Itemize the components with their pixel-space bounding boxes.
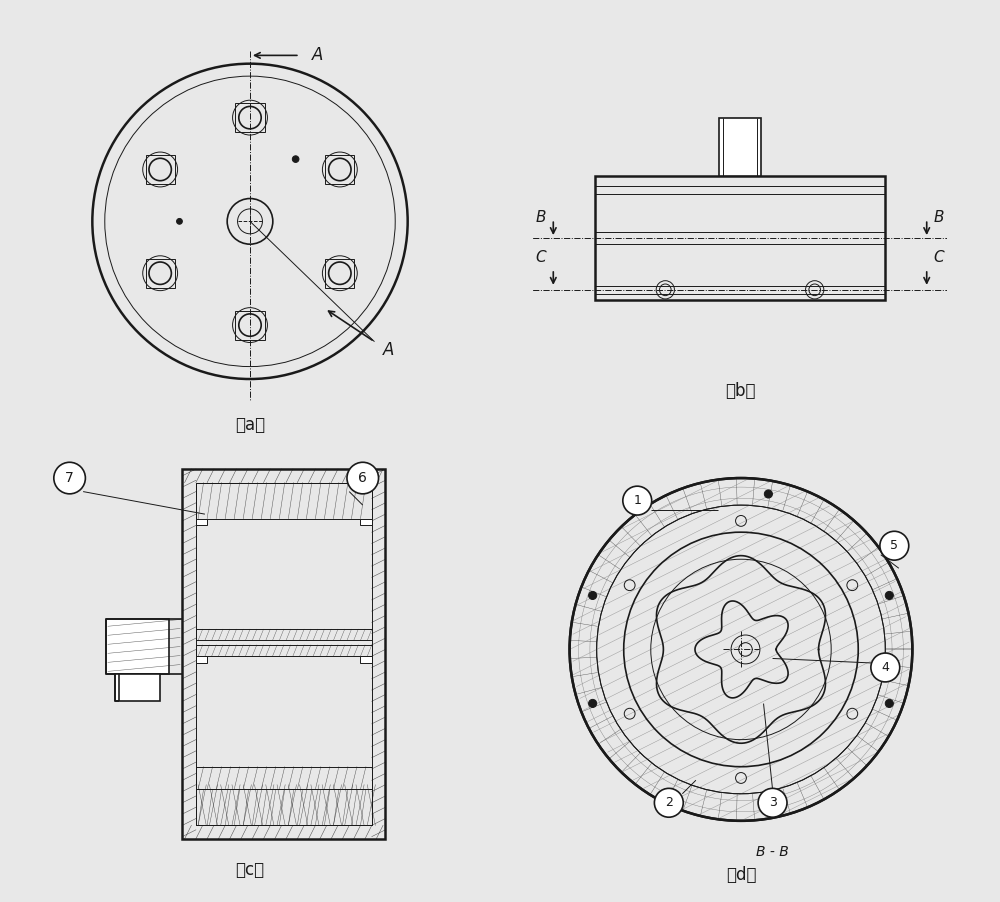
Bar: [196, 483, 372, 519]
Circle shape: [758, 788, 787, 817]
Text: C: C: [536, 250, 546, 265]
Bar: [146, 259, 175, 288]
Bar: [325, 259, 354, 288]
Circle shape: [292, 156, 299, 162]
Bar: [235, 103, 265, 133]
Circle shape: [880, 531, 909, 560]
Bar: [196, 767, 372, 789]
Bar: [719, 117, 761, 176]
Circle shape: [177, 218, 182, 225]
Bar: [196, 789, 372, 825]
Text: B: B: [934, 209, 944, 225]
Circle shape: [885, 592, 893, 600]
Circle shape: [347, 462, 379, 494]
Text: C: C: [934, 250, 944, 265]
Bar: [360, 657, 372, 663]
Text: 2: 2: [665, 796, 673, 809]
Text: A: A: [383, 341, 394, 359]
Text: 4: 4: [881, 661, 889, 674]
Circle shape: [764, 490, 772, 498]
Text: 7: 7: [65, 471, 74, 485]
Bar: [196, 519, 207, 525]
Circle shape: [885, 699, 893, 707]
Bar: [196, 483, 372, 825]
Text: B: B: [536, 209, 546, 225]
Bar: [196, 630, 372, 640]
Text: 6: 6: [358, 471, 367, 485]
Circle shape: [623, 486, 652, 515]
Circle shape: [54, 462, 85, 494]
Text: （b）: （b）: [725, 382, 755, 400]
Bar: [106, 620, 169, 674]
Bar: [182, 469, 385, 839]
Bar: [360, 519, 372, 525]
Text: 3: 3: [769, 796, 776, 809]
Circle shape: [764, 801, 772, 809]
Bar: [595, 176, 885, 300]
Bar: [115, 674, 160, 701]
Circle shape: [654, 788, 683, 817]
Bar: [196, 645, 372, 657]
Text: （d）: （d）: [726, 866, 756, 884]
Bar: [325, 155, 354, 184]
Text: （c）: （c）: [235, 861, 265, 879]
Bar: [196, 657, 207, 663]
Circle shape: [589, 592, 597, 600]
Circle shape: [589, 699, 597, 707]
Bar: [146, 155, 175, 184]
Text: （a）: （a）: [235, 416, 265, 434]
Text: B - B: B - B: [756, 845, 789, 860]
Text: 1: 1: [633, 494, 641, 507]
Text: A: A: [312, 46, 324, 64]
Text: 5: 5: [890, 539, 898, 552]
Circle shape: [871, 653, 900, 682]
Bar: [235, 310, 265, 339]
